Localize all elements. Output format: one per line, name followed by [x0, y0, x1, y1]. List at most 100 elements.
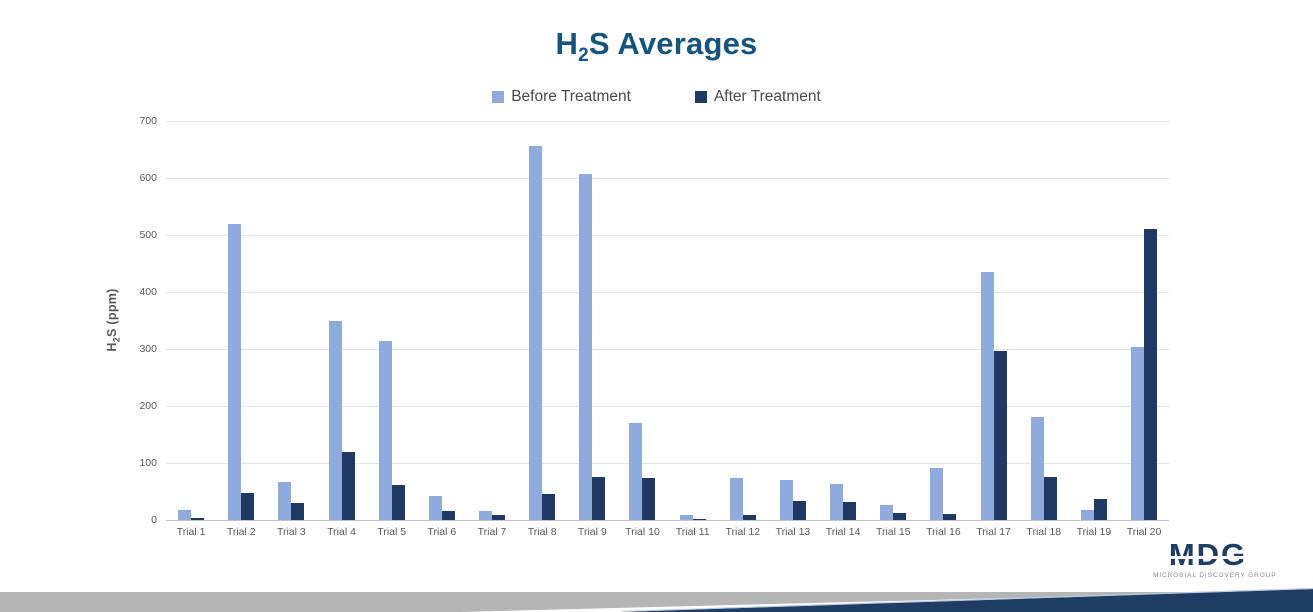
- bar-before-trial-16: [930, 467, 944, 520]
- legend-label-after-treatment: After Treatment: [713, 88, 821, 105]
- bar-before-trial-10: [629, 423, 643, 520]
- y-tick-label-600: 600: [139, 172, 157, 184]
- bar-after-trial-2: [241, 493, 255, 520]
- chart-title-subscript: 2: [578, 45, 589, 66]
- x-axis-label-trial-4: Trial 4: [327, 526, 356, 538]
- bars-layer: [166, 121, 1169, 520]
- legend-swatch-before-icon: [492, 91, 505, 103]
- mdg-logo-text: MDG: [1153, 539, 1263, 571]
- x-axis-label-trial-14: Trial 14: [825, 526, 861, 538]
- legend-swatch-after-icon: [694, 91, 707, 103]
- bar-after-trial-12: [742, 514, 756, 520]
- category-trial-8: [517, 121, 567, 520]
- bar-after-trial-20: [1144, 229, 1158, 520]
- gridline-100: 100: [139, 457, 1169, 469]
- bar-before-trial-17: [980, 271, 994, 520]
- bar-after-trial-7: [492, 515, 506, 520]
- category-trial-12: [718, 121, 768, 520]
- bar-after-trial-15: [893, 512, 907, 520]
- category-trial-20: [1119, 121, 1169, 520]
- bar-after-trial-4: [341, 452, 355, 520]
- x-axis-label-trial-3: Trial 3: [276, 526, 306, 538]
- x-axis-label-trial-10: Trial 10: [625, 526, 660, 538]
- bar-after-trial-8: [542, 494, 556, 520]
- bar-before-trial-19: [1080, 510, 1094, 520]
- bar-after-trial-19: [1093, 498, 1107, 520]
- x-axis-label-trial-15: Trial 15: [875, 526, 911, 538]
- bar-before-trial-4: [328, 320, 342, 520]
- gridline-400: 400: [139, 286, 1169, 298]
- category-trial-10: [617, 121, 667, 520]
- mdg-logo: MDG MICROBIAL DISCOVERY GROUP: [1153, 539, 1276, 580]
- y-axis-title-subscript: 2: [111, 336, 122, 343]
- bar-before-trial-12: [729, 478, 743, 520]
- mdg-logo-strike-line: [1155, 556, 1261, 559]
- legend-item-after-treatment: After Treatment: [694, 88, 821, 106]
- category-trial-16: [918, 121, 968, 520]
- bar-before-trial-3: [278, 481, 292, 520]
- category-trial-15: [868, 121, 918, 520]
- bar-before-trial-20: [1131, 347, 1145, 520]
- gridline-0: 0: [151, 514, 1169, 526]
- bar-after-trial-5: [391, 484, 405, 520]
- bar-after-trial-11: [692, 518, 706, 520]
- footer-highlight-line: [621, 587, 1313, 612]
- legend-item-before-treatment: Before Treatment: [492, 88, 631, 106]
- gridline-300: 300: [139, 343, 1169, 355]
- x-axis-label-trial-18: Trial 18: [1026, 526, 1062, 538]
- y-tick-label-400: 400: [139, 286, 157, 298]
- x-axis-label-trial-8: Trial 8: [527, 526, 557, 538]
- category-trial-9: [567, 121, 617, 520]
- bar-after-trial-16: [943, 514, 957, 520]
- bar-before-trial-5: [378, 341, 392, 520]
- chart-title-prefix: H: [555, 26, 579, 61]
- category-trial-7: [467, 121, 517, 520]
- bar-before-trial-15: [880, 505, 894, 520]
- category-trial-3: [266, 121, 316, 520]
- legend-label-before-treatment: Before Treatment: [511, 88, 631, 105]
- x-axis-labels: Trial 1 Trial 2 Trial 3 Trial 4 Trial 5 Trial…: [166, 526, 1169, 538]
- x-axis-label-trial-5: Trial 5: [377, 526, 407, 538]
- bar-after-trial-6: [441, 511, 455, 520]
- y-tick-label-200: 200: [139, 400, 157, 412]
- bar-before-trial-7: [479, 511, 493, 520]
- x-axis-label-trial-2: Trial 2: [226, 526, 256, 538]
- category-trial-14: [818, 121, 868, 520]
- footer-decoration: [0, 587, 1313, 612]
- gridline-700: 700: [139, 115, 1169, 127]
- y-tick-label-300: 300: [139, 343, 157, 355]
- bar-after-trial-13: [792, 500, 806, 520]
- category-trial-17: [969, 121, 1019, 520]
- bar-before-trial-8: [529, 146, 543, 520]
- y-tick-label-100: 100: [139, 457, 157, 469]
- bar-before-trial-13: [779, 480, 793, 520]
- gridline-200: 200: [139, 400, 1169, 412]
- gridline-500: 500: [139, 229, 1169, 241]
- category-trial-4: [316, 121, 366, 520]
- bar-after-trial-17: [993, 350, 1007, 520]
- category-trial-18: [1019, 121, 1069, 520]
- category-trial-11: [668, 121, 718, 520]
- plot-area: 0 100 200 300 400 500 600 700 Trial 1 Trial 2 Tri…: [139, 115, 1169, 538]
- y-tick-label-700: 700: [139, 115, 157, 127]
- category-trial-13: [768, 121, 818, 520]
- y-tick-label-0: 0: [151, 514, 157, 526]
- category-trial-5: [367, 121, 417, 520]
- x-axis-label-trial-17: Trial 17: [976, 526, 1011, 538]
- x-axis-label-trial-11: Trial 11: [675, 526, 710, 538]
- bar-after-trial-10: [642, 477, 656, 520]
- bar-before-trial-2: [228, 223, 242, 520]
- gridline-600: 600: [139, 172, 1169, 184]
- bar-after-trial-3: [291, 502, 305, 520]
- category-trial-6: [417, 121, 467, 520]
- category-trial-1: [166, 121, 216, 520]
- category-trial-19: [1069, 121, 1119, 520]
- bar-after-trial-18: [1043, 477, 1057, 520]
- bar-after-trial-14: [843, 502, 857, 520]
- x-axis-label-trial-7: Trial 7: [477, 526, 507, 538]
- x-axis-label-trial-12: Trial 12: [725, 526, 761, 538]
- x-axis-label-trial-16: Trial 16: [926, 526, 961, 538]
- bar-before-trial-6: [428, 495, 442, 520]
- bar-after-trial-1: [191, 518, 205, 520]
